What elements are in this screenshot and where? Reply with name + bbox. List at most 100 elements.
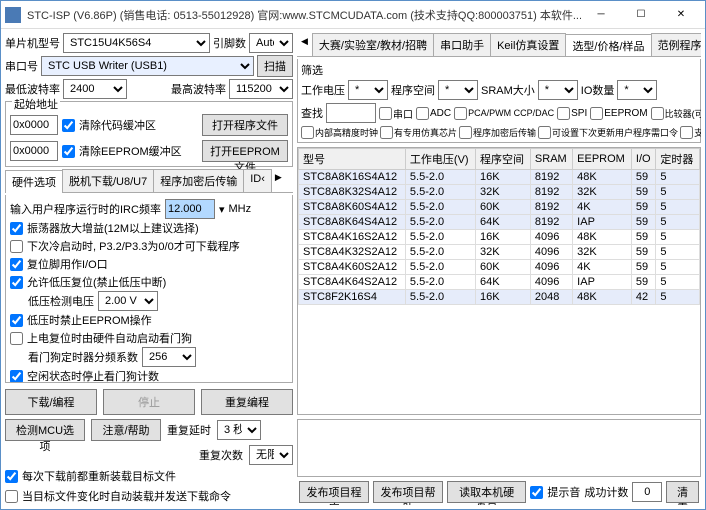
scan-button[interactable]: 扫描 [257,55,293,77]
stop-button[interactable]: 停止 [103,389,195,415]
reload-checkbox[interactable] [5,470,18,483]
table-header[interactable]: 定时器 [656,149,700,170]
watchdog-select[interactable]: 256 [142,347,196,367]
reset-pin-checkbox[interactable] [10,258,23,271]
cold-start-checkbox[interactable] [10,240,23,253]
low-volt-eeprom-checkbox[interactable] [10,314,23,327]
tone-checkbox[interactable] [530,486,543,499]
tab-contest[interactable]: 大赛/实验室/教材/招聘 [312,33,434,56]
min-baud-select[interactable]: 2400 [63,79,127,99]
cb-usb[interactable] [680,126,693,139]
work-volt-select[interactable]: * [348,80,388,100]
bottom-bar: 发布项目程序 发布项目帮助 读取本机硬盘号 提示音 成功计数 清零 [297,479,701,505]
table-row[interactable]: STC8A4K16S2A125.5-2.016K409648K595 [299,230,700,245]
left-panel: 单片机型号 STC15U4K56S4 引脚数 Auto 串口号 STC USB … [5,33,293,505]
table-header[interactable]: EEPROM [573,149,632,170]
table-header[interactable]: SRAM [530,149,572,170]
filter-box: 筛选 工作电压 * 程序空间 * SRAM大小 * IO数量 * 查找 串口 A… [297,59,701,143]
addr1-input[interactable] [10,115,58,135]
cb-encrypt[interactable] [459,126,472,139]
tab-serial[interactable]: 串口助手 [433,33,491,56]
table-row[interactable]: STC8A8K60S4A125.5-2.060K81924K595 [299,200,700,215]
open-eeprom-button[interactable]: 打开EEPROM文件 [202,140,288,162]
osc-gain-checkbox[interactable] [10,222,23,235]
tab-id[interactable]: ID‹ [243,169,272,192]
tab-examples[interactable]: 范例程序 [651,33,701,56]
low-volt-select[interactable]: 2.00 V [98,291,158,311]
help-button[interactable]: 注意/帮助 [91,419,161,441]
table-header[interactable]: I/O [631,149,656,170]
table-header[interactable]: 工作电压(V) [405,149,475,170]
open-code-button[interactable]: 打开程序文件 [202,114,288,136]
minimize-button[interactable]: ─ [581,2,621,28]
cb-adc[interactable] [416,107,429,120]
search-input[interactable] [326,103,376,123]
cb-pca[interactable] [454,107,467,120]
publish-help-button[interactable]: 发布项目帮助 [373,481,443,503]
table-row[interactable]: STC8A8K32S4A125.5-2.032K819232K595 [299,185,700,200]
idle-watchdog-checkbox[interactable] [10,370,23,383]
tab-encrypt[interactable]: 程序加密后传输 [153,169,244,192]
detect-mcu-button[interactable]: 检测MCU选项 [5,419,85,441]
cb-comp[interactable] [651,107,664,120]
irc-freq-input[interactable] [165,199,215,219]
repeat-delay-select[interactable]: 3 秒 [217,420,261,440]
table-header[interactable]: 程序空间 [476,149,531,170]
chip-table[interactable]: 型号工作电压(V)程序空间SRAMEEPROMI/O定时器 STC8A8K16S… [298,148,700,305]
min-baud-label: 最低波特率 [5,81,60,97]
low-volt-reset-checkbox[interactable] [10,276,23,289]
power-on-reset-checkbox[interactable] [10,332,23,345]
read-disk-button[interactable]: 读取本机硬盘号 [447,481,526,503]
left-tabs: 硬件选项 脱机下载/U8/U7 程序加密后传输 ID‹ ▶ [5,169,293,193]
right-panel: ◀ 大赛/实验室/教材/招聘 串口助手 Keil仿真设置 选型/价格/样品 范例… [297,33,701,505]
tab-offline[interactable]: 脱机下载/U8/U7 [62,169,154,192]
reprogram-button[interactable]: 重复编程 [201,389,293,415]
cb-serial[interactable] [379,107,392,120]
start-addr-fieldset: 起始地址 清除代码缓冲区 打开程序文件 清除EEPROM缓冲区 打开EEPROM… [5,101,293,167]
close-button[interactable]: ✕ [661,2,701,28]
cb-eeprom[interactable] [590,107,603,120]
cb-spi[interactable] [557,107,570,120]
table-row[interactable]: STC8A8K64S4A125.5-2.064K8192IAP595 [299,215,700,230]
prog-space-select[interactable]: * [438,80,478,100]
pins-label: 引脚数 [213,35,246,51]
max-baud-select[interactable]: 115200 [229,79,293,99]
chip-table-container: 型号工作电压(V)程序空间SRAMEEPROMI/O定时器 STC8A8K16S… [297,147,701,415]
title-text: STC-ISP (V6.86P) (销售电话: 0513-55012928) 官… [27,7,581,23]
success-count[interactable] [632,482,662,502]
cb-dedicated[interactable] [380,126,393,139]
tab-hardware[interactable]: 硬件选项 [5,170,63,193]
port-label: 串口号 [5,58,38,74]
cb-internal[interactable] [301,126,314,139]
table-row[interactable]: STC8A4K32S2A125.5-2.032K409632K595 [299,245,700,260]
sram-select[interactable]: * [538,80,578,100]
max-baud-label: 最高波特率 [171,81,226,97]
port-select[interactable]: STC USB Writer (USB1) [41,56,254,76]
table-row[interactable]: STC8A8K16S4A125.5-2.016K819248K595 [299,170,700,185]
auto-reload-checkbox[interactable] [5,490,18,503]
app-icon [5,7,21,23]
addr2-input[interactable] [10,141,58,161]
table-row[interactable]: STC8A4K60S2A125.5-2.060K40964K595 [299,260,700,275]
log-box [297,419,701,477]
publish-project-button[interactable]: 发布项目程序 [299,481,369,503]
options-box: 输入用户程序运行时的IRC频率 ▾ MHz 振荡器放大增益(12M以上建议选择)… [5,195,293,383]
table-header[interactable]: 型号 [299,149,406,170]
tab-nav-left[interactable]: ◀ [297,33,312,56]
tab-selection[interactable]: 选型/价格/样品 [565,34,651,57]
clear-button[interactable]: 清零 [666,481,699,503]
repeat-count-select[interactable]: 无限 [249,445,293,465]
cb-update[interactable] [538,126,551,139]
maximize-button[interactable]: ☐ [621,2,661,28]
clear-code-checkbox[interactable] [62,119,75,132]
chip-select[interactable]: STC15U4K56S4 [63,33,210,53]
io-count-select[interactable]: * [617,80,657,100]
tab-nav-right[interactable]: ▶ [271,169,286,192]
table-row[interactable]: STC8F2K16S45.5-2.016K204848K425 [299,290,700,305]
clear-eeprom-checkbox[interactable] [62,145,75,158]
tab-keil[interactable]: Keil仿真设置 [490,33,566,56]
chip-label: 单片机型号 [5,35,60,51]
pins-select[interactable]: Auto [249,33,293,53]
table-row[interactable]: STC8A4K64S2A125.5-2.064K4096IAP595 [299,275,700,290]
download-button[interactable]: 下载/编程 [5,389,97,415]
